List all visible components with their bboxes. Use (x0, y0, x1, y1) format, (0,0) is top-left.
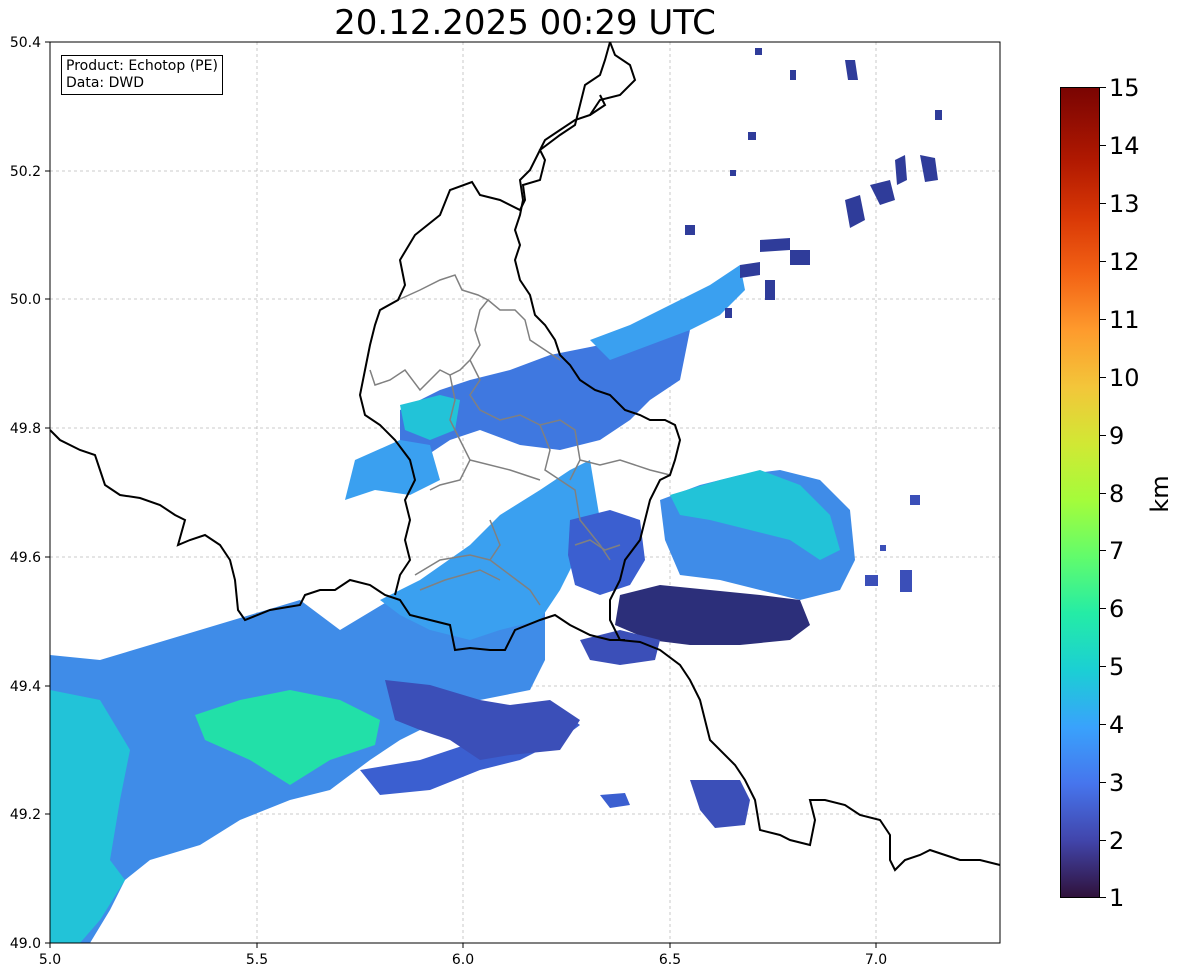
y-axis: 50.4 50.2 50.0 49.8 49.6 49.4 49.2 49.0 (10, 35, 50, 952)
echo-area-north (400, 330, 690, 460)
colorbar-unit-label: km (1146, 475, 1174, 513)
echo-area-central (380, 460, 600, 640)
y-tick-label: 49.4 (10, 679, 41, 695)
echo-area-small-se (690, 780, 750, 828)
border-luxembourg-west (358, 41, 611, 596)
x-tick-label: 7.0 (865, 952, 887, 968)
colorbar-tick-label: 1 (1109, 884, 1125, 912)
colorbar-tick-label: 11 (1109, 306, 1140, 334)
echo-area-north-cyan (400, 395, 460, 440)
region-border-luxembourg-north (369, 274, 490, 392)
echo-area-north-band (590, 265, 745, 360)
y-tick-label: 49.8 (10, 421, 41, 437)
colorbar-tick-label: 4 (1109, 711, 1125, 739)
colorbar-tick-label: 7 (1109, 537, 1125, 565)
colorbar-tick-label: 15 (1109, 74, 1140, 102)
echo-area-southeast-deep (615, 585, 810, 645)
border-germany-north (589, 94, 607, 116)
plot-frame (49, 41, 1001, 944)
colorbar-tick-label: 9 (1109, 422, 1125, 450)
colorbar-tick-label: 5 (1109, 653, 1125, 681)
colorbar-tick-label: 8 (1109, 480, 1125, 508)
colorbar-tick-label: 14 (1109, 132, 1140, 160)
echo-area-east-dots (865, 495, 920, 592)
country-borders (49, 41, 1001, 872)
colorbar-tick-label: 10 (1109, 364, 1140, 392)
radar-echoes (50, 48, 942, 943)
x-tick-label: 5.5 (246, 952, 268, 968)
colorbar-tick-label: 13 (1109, 190, 1140, 218)
x-axis: 5.0 5.5 6.0 6.5 7.0 (39, 943, 887, 968)
colorbar-tick-label: 12 (1109, 248, 1140, 276)
y-tick-label: 50.0 (10, 292, 41, 308)
y-tick-label: 50.2 (10, 164, 41, 180)
region-border-south (414, 519, 621, 606)
y-tick-label: 49.0 (10, 936, 41, 952)
echo-area-spot-south (600, 793, 630, 808)
product-label: Product: Echotop (PE) (66, 58, 218, 74)
echo-area-east-cyan (670, 470, 840, 560)
echo-area-mid-dark (580, 630, 660, 665)
map-title: 20.12.2025 00:29 UTC (334, 3, 716, 43)
colorbar (1060, 87, 1100, 898)
region-borders (369, 274, 671, 606)
echo-area-northwest-edge (345, 440, 440, 500)
echo-area-southwest-cyan (50, 690, 130, 943)
product-info-box: Product: Echotop (PE) Data: DWD (61, 55, 223, 95)
x-tick-label: 5.0 (39, 952, 61, 968)
colorbar-tick-label: 2 (1109, 827, 1125, 855)
colorbar-tick-label: 6 (1109, 595, 1125, 623)
echo-area-south-dark (385, 680, 580, 760)
y-tick-label: 49.6 (10, 550, 41, 566)
border-germany-east (513, 41, 1001, 872)
region-border-luxembourg-inner (429, 299, 671, 561)
colorbar-tick-label: 3 (1109, 769, 1125, 797)
border-belgium-france (49, 429, 625, 652)
x-tick-label: 6.0 (452, 952, 474, 968)
data-source-label: Data: DWD (66, 75, 144, 91)
echo-area-green-core (195, 690, 380, 785)
echo-area-east-mid (568, 510, 645, 595)
y-tick-label: 50.4 (10, 35, 41, 51)
x-tick-label: 6.5 (659, 952, 681, 968)
y-tick-label: 49.2 (10, 807, 41, 823)
